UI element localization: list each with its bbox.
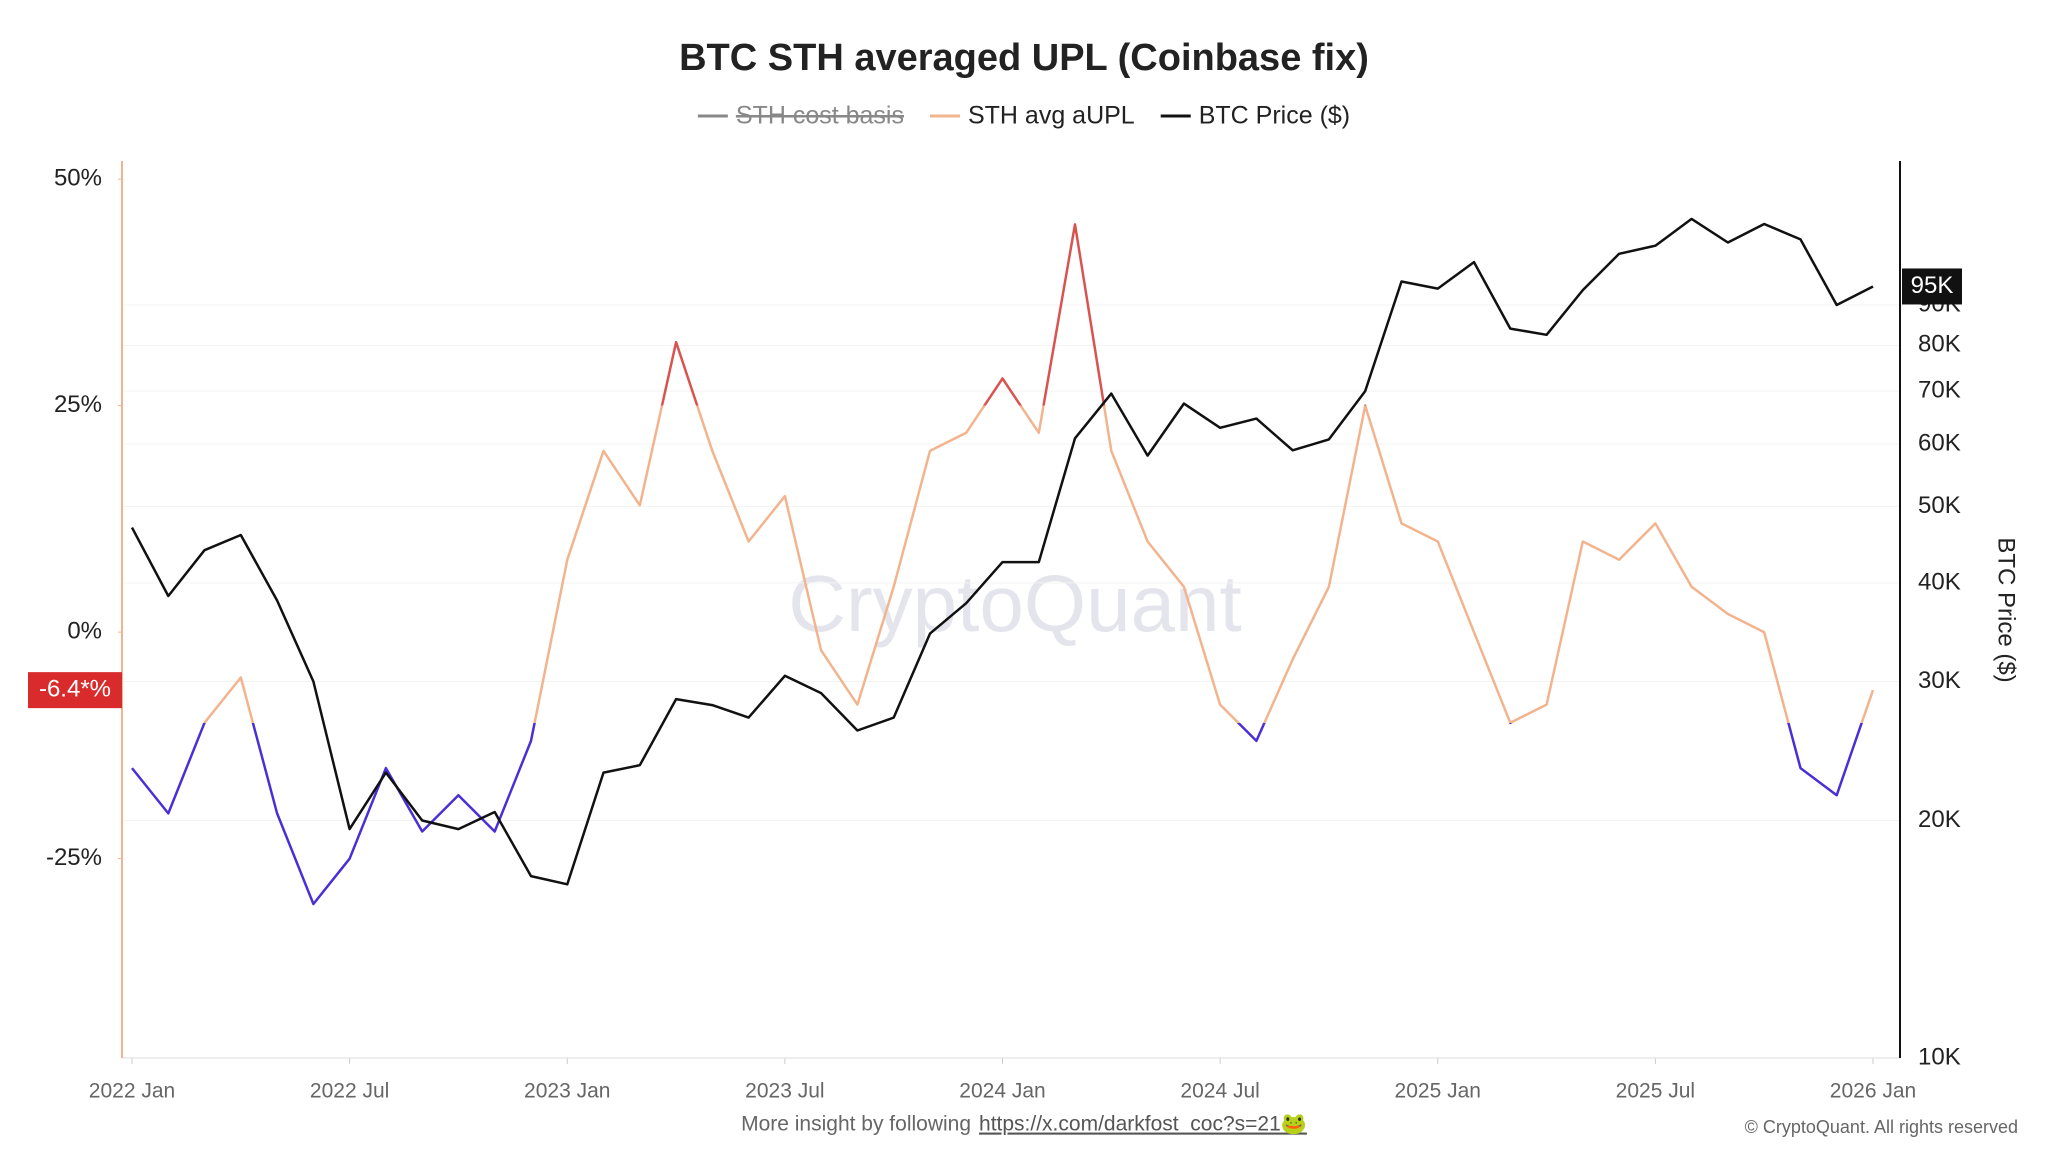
y-tick-label: 50% <box>54 164 102 191</box>
footer-text: More insight by following <box>741 1113 971 1136</box>
last-value-label: -6.4*% <box>39 675 111 702</box>
copyright: © CryptoQuant. All rights reserved <box>1745 1117 2018 1137</box>
y2-tick-label: 80K <box>1918 331 1961 358</box>
legend: STH cost basis STH avg aUPL BTC Price ($) <box>697 102 1350 130</box>
series-line <box>130 217 1874 886</box>
legend-label: STH cost basis <box>736 102 904 130</box>
y-tick-label: 25% <box>54 391 102 418</box>
x-tick-label: 2026 Jan <box>1830 1080 1916 1103</box>
y2-axis-title: BTC Price ($) <box>1993 537 2020 682</box>
y2-tick-label: 10K <box>1918 1043 1961 1070</box>
y2-tick-label: 50K <box>1918 492 1961 519</box>
x-tick-label: 2022 Jul <box>310 1080 389 1103</box>
x-tick-label: 2023 Jul <box>745 1080 824 1103</box>
y-tick-label: 0% <box>67 617 102 644</box>
y2-tick-label: 30K <box>1918 667 1961 694</box>
last-value-box <box>1902 268 1962 305</box>
last-value-box <box>28 672 122 709</box>
y2-tick-label: 20K <box>1918 806 1961 833</box>
legend-label: STH avg aUPL <box>968 102 1135 130</box>
y2-tick-label: 40K <box>1918 568 1961 595</box>
x-tick-label: 2023 Jan <box>524 1080 610 1103</box>
x-tick-label: 2025 Jul <box>1616 1080 1695 1103</box>
x-tick-label: 2022 Jan <box>89 1080 175 1103</box>
y2-tick-label: 60K <box>1918 429 1961 456</box>
x-tick-label: 2024 Jul <box>1180 1080 1259 1103</box>
footer-link: https://x.com/darkfost_coc?s=21🐸 <box>979 1113 1307 1136</box>
chart-title: BTC STH averaged UPL (Coinbase fix) <box>679 37 1369 79</box>
watermark: CryptoQuant <box>788 559 1242 648</box>
series-line <box>131 223 1875 906</box>
y2-tick-label: 70K <box>1918 376 1961 403</box>
x-tick-label: 2025 Jan <box>1395 1080 1481 1103</box>
y-tick-label: -25% <box>46 844 102 871</box>
legend-label: BTC Price ($) <box>1199 102 1350 130</box>
x-tick-label: 2024 Jan <box>959 1080 1045 1103</box>
last-value-label: 95K <box>1911 272 1954 299</box>
